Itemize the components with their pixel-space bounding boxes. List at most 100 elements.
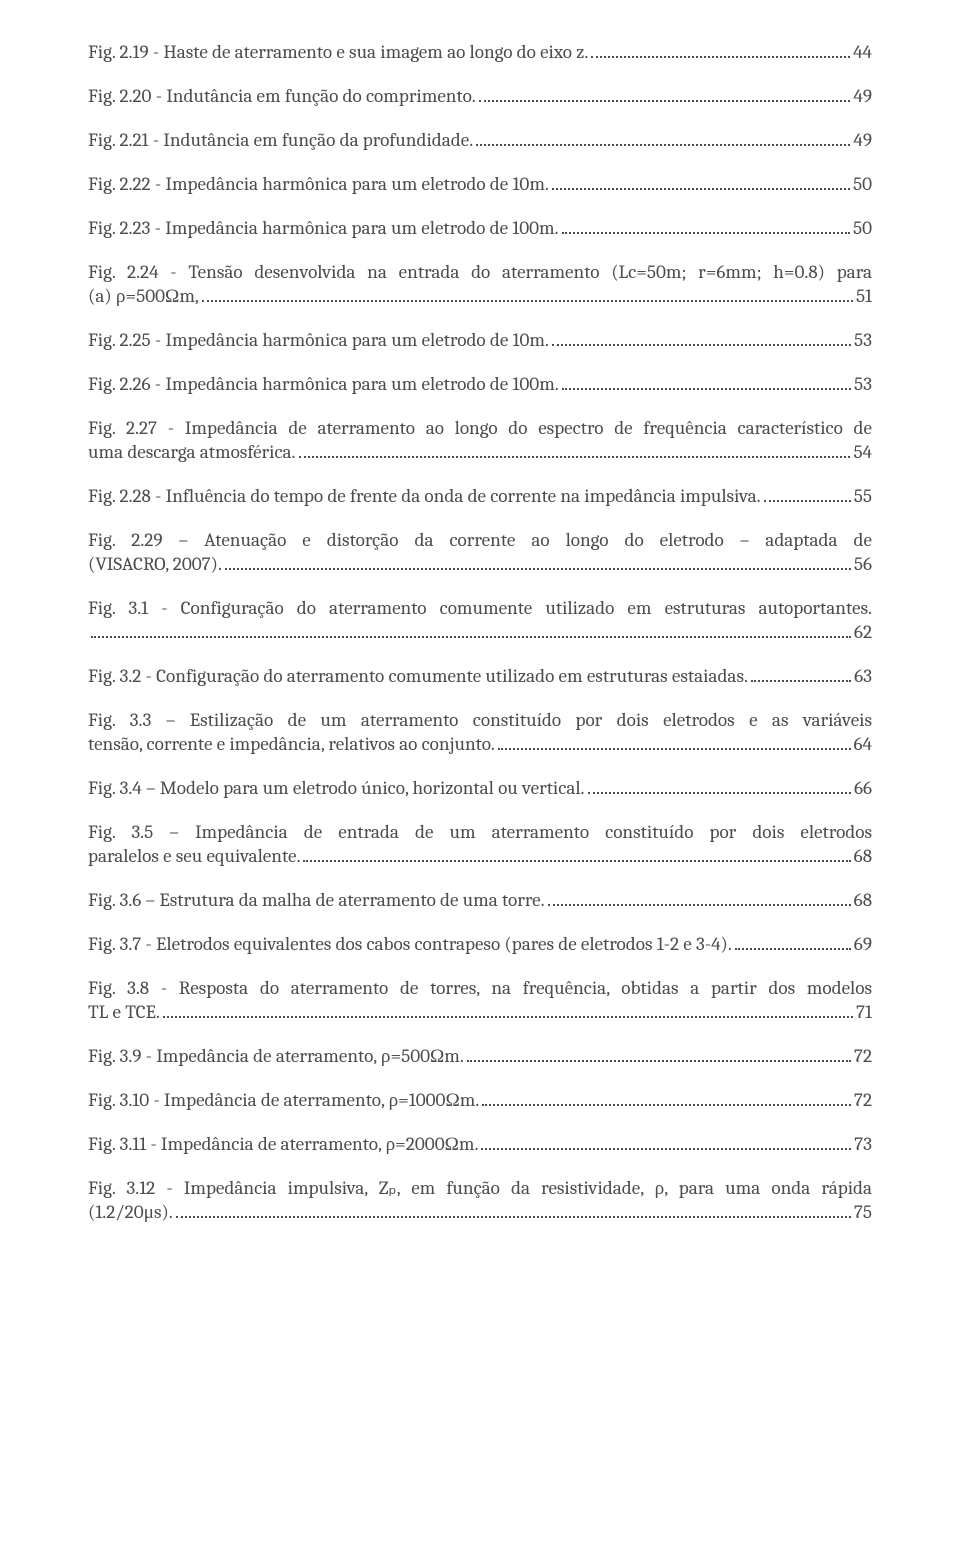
toc-entry: Fig. 2.26 - Impedância harmônica para um… (88, 372, 872, 396)
toc-entry-line: Fig. 2.25 - Impedância harmônica para um… (88, 328, 872, 352)
toc-entry: Fig. 2.24 - Tensão desenvolvida na entra… (88, 260, 872, 308)
toc-entry-lastline: (a) ρ=500Ωm, 51 (88, 284, 872, 308)
toc-entry-line: Fig. 2.21 - Indutância em função da prof… (88, 128, 872, 152)
toc-entry-tail: (VISACRO, 2007). (88, 552, 222, 576)
toc-entry: Fig. 3.11 - Impedância de aterramento, ρ… (88, 1132, 872, 1156)
toc-entry-line: Fig. 3.4 – Modelo para um eletrodo único… (88, 776, 872, 800)
toc-entry-line: Fig. 2.23 - Impedância harmônica para um… (88, 216, 872, 240)
toc-entry-lastline: uma descarga atmosférica. 54 (88, 440, 872, 464)
toc-entry-text: Fig. 3.4 – Modelo para um eletrodo único… (88, 776, 585, 800)
toc-entry-text: Fig. 2.27 - Impedância de aterramento ao… (88, 416, 872, 440)
toc-leader-dots (299, 442, 851, 458)
toc-entry: Fig. 3.4 – Modelo para um eletrodo único… (88, 776, 872, 800)
toc-page-number: 68 (854, 888, 872, 912)
toc-entry-text: Fig. 3.10 - Impedância de aterramento, ρ… (88, 1088, 479, 1112)
toc-entry-line: Fig. 3.6 – Estrutura da malha de aterram… (88, 888, 872, 912)
toc-page-number: 50 (853, 172, 872, 196)
toc-entry-text: Fig. 3.8 - Resposta do aterramento de to… (88, 976, 872, 1000)
toc-leader-dots (562, 374, 851, 390)
toc-entry: Fig. 3.10 - Impedância de aterramento, ρ… (88, 1088, 872, 1112)
toc-entry-line: Fig. 3.2 - Configuração do aterramento c… (88, 664, 872, 688)
toc-entry-lastline: (VISACRO, 2007). 56 (88, 552, 872, 576)
toc-page-number: 53 (854, 372, 872, 396)
toc-entry: Fig. 2.21 - Indutância em função da prof… (88, 128, 872, 152)
toc-entry-line: Fig. 2.20 - Indutância em função do comp… (88, 84, 872, 108)
toc-page-number: 49 (853, 84, 872, 108)
toc-page-number: 49 (853, 128, 872, 152)
toc-leader-dots (552, 174, 850, 190)
toc-entry-line: Fig. 2.19 - Haste de aterramento e sua i… (88, 40, 872, 64)
toc-entry-text: Fig. 3.11 - Impedância de aterramento, ρ… (88, 1132, 478, 1156)
toc-leader-dots (735, 934, 851, 950)
toc-entry: Fig. 3.12 - Impedância impulsiva, Zₚ, em… (88, 1176, 872, 1224)
toc-entry-line: Fig. 3.9 - Impedância de aterramento, ρ=… (88, 1044, 872, 1068)
toc-entry-tail: (a) ρ=500Ωm, (88, 284, 199, 308)
toc-page-number: 44 (853, 40, 872, 64)
toc-leader-dots (562, 218, 850, 234)
toc-leader-dots (548, 890, 851, 906)
toc-page-number: 68 (854, 844, 872, 868)
toc-leader-dots (751, 666, 851, 682)
toc-entry-tail: TL e TCE. (88, 1000, 160, 1024)
toc-entry-lastline: TL e TCE. 71 (88, 1000, 872, 1024)
toc-entry: Fig. 2.27 - Impedância de aterramento ao… (88, 416, 872, 464)
toc-page-number: 69 (854, 932, 872, 956)
toc-page-number: 71 (856, 1000, 872, 1024)
toc-leader-dots (303, 846, 850, 862)
toc-entry-text: Fig. 2.19 - Haste de aterramento e sua i… (88, 40, 588, 64)
toc-entry: Fig. 3.7 - Eletrodos equivalentes dos ca… (88, 932, 872, 956)
toc-entry-text: Fig. 2.25 - Impedância harmônica para um… (88, 328, 549, 352)
toc-page-number: 63 (854, 664, 872, 688)
toc-entry: Fig. 2.20 - Indutância em função do comp… (88, 84, 872, 108)
toc-page-number: 64 (854, 732, 872, 756)
toc-entry-line: Fig. 3.7 - Eletrodos equivalentes dos ca… (88, 932, 872, 956)
toc-leader-dots (482, 1090, 851, 1106)
toc-entry-text: Fig. 3.6 – Estrutura da malha de aterram… (88, 888, 545, 912)
toc-leader-dots (91, 622, 851, 638)
toc-entry: Fig. 2.22 - Impedância harmônica para um… (88, 172, 872, 196)
toc-page-number: 51 (856, 284, 872, 308)
toc-entry-tail: (1.2/20μs). (88, 1200, 173, 1224)
toc-entry-text: Fig. 2.28 - Influência do tempo de frent… (88, 484, 761, 508)
toc-entry-text: Fig. 2.20 - Indutância em função do comp… (88, 84, 476, 108)
toc-entry-line: Fig. 3.11 - Impedância de aterramento, ρ… (88, 1132, 872, 1156)
toc-leader-dots (163, 1002, 853, 1018)
toc-page-number: 50 (853, 216, 872, 240)
toc-entry-lastline: paralelos e seu equivalente. 68 (88, 844, 872, 868)
toc-leader-dots (481, 1134, 851, 1150)
toc-page-number: 66 (854, 776, 872, 800)
toc-leader-dots (479, 86, 851, 102)
toc-entry-line: Fig. 3.10 - Impedância de aterramento, ρ… (88, 1088, 872, 1112)
toc-leader-dots (552, 330, 851, 346)
toc-page-number: 56 (854, 552, 872, 576)
toc-entry-lastline: tensão, corrente e impedância, relativos… (88, 732, 872, 756)
toc-page-number: 72 (854, 1088, 872, 1112)
toc-entry-text: Fig. 3.1 - Configuração do aterramento c… (88, 596, 872, 620)
toc-page-number: 72 (854, 1044, 872, 1068)
toc-page-number: 54 (853, 440, 872, 464)
toc-entry-text: Fig. 2.22 - Impedância harmônica para um… (88, 172, 549, 196)
toc-leader-dots (476, 130, 850, 146)
toc-entry-line: Fig. 2.26 - Impedância harmônica para um… (88, 372, 872, 396)
toc-entry-text: Fig. 3.3 – Estilização de um aterramento… (88, 708, 872, 732)
toc-entry-text: Fig. 3.2 - Configuração do aterramento c… (88, 664, 748, 688)
toc-page-number: 75 (854, 1200, 872, 1224)
toc-entry: Fig. 2.29 – Atenuação e distorção da cor… (88, 528, 872, 576)
toc-entry-text: Fig. 3.5 – Impedância de entrada de um a… (88, 820, 872, 844)
toc-leader-dots (591, 42, 850, 58)
toc-entry: Fig. 3.9 - Impedância de aterramento, ρ=… (88, 1044, 872, 1068)
toc-entry-text: Fig. 3.7 - Eletrodos equivalentes dos ca… (88, 932, 732, 956)
toc-entry-tail: uma descarga atmosférica. (88, 440, 296, 464)
toc-page: Fig. 2.19 - Haste de aterramento e sua i… (0, 0, 960, 1544)
toc-entry-line: Fig. 2.28 - Influência do tempo de frent… (88, 484, 872, 508)
toc-entry-line: Fig. 2.22 - Impedância harmônica para um… (88, 172, 872, 196)
toc-entry: Fig. 2.19 - Haste de aterramento e sua i… (88, 40, 872, 64)
toc-entry-tail: paralelos e seu equivalente. (88, 844, 300, 868)
toc-entry: Fig. 3.8 - Resposta do aterramento de to… (88, 976, 872, 1024)
toc-entry: Fig. 3.5 – Impedância de entrada de um a… (88, 820, 872, 868)
toc-leader-dots (176, 1202, 851, 1218)
toc-entry-lastline: 62 (88, 620, 872, 644)
toc-entry-text: Fig. 3.9 - Impedância de aterramento, ρ=… (88, 1044, 464, 1068)
toc-page-number: 62 (854, 620, 872, 644)
toc-leader-dots (498, 734, 851, 750)
